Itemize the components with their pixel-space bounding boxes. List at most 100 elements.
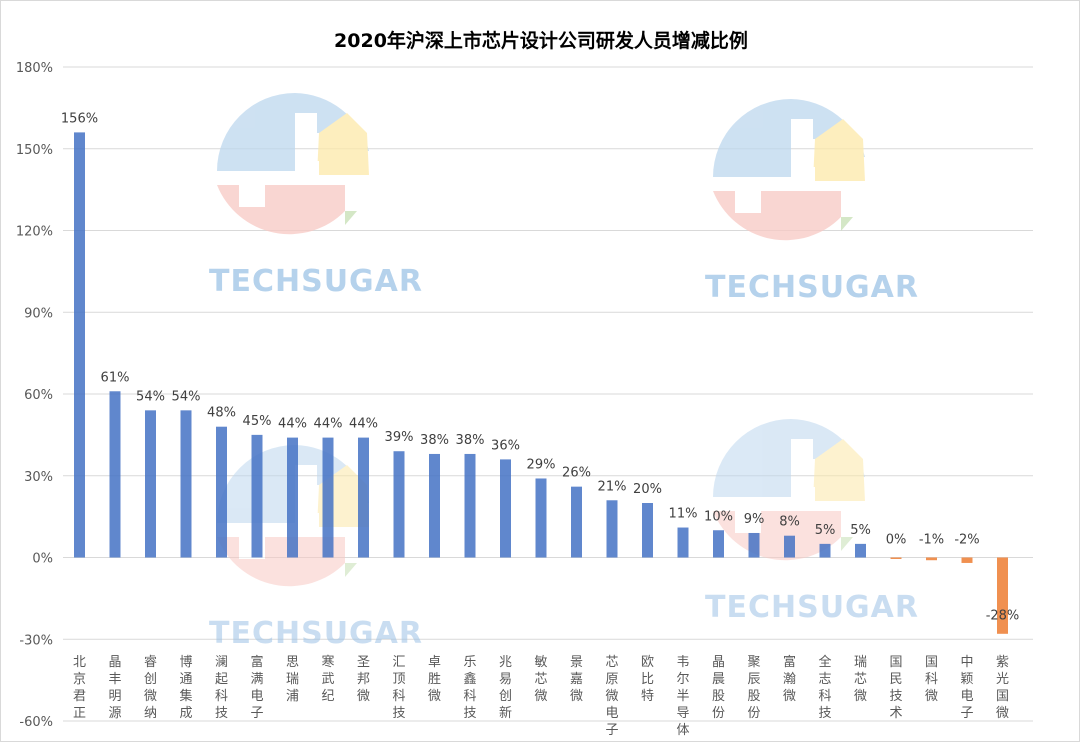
data-label: 0%	[886, 533, 907, 548]
x-category-label: 卓胜微	[428, 655, 441, 704]
bar	[784, 535, 795, 558]
y-tick-label: 150%	[16, 143, 53, 158]
y-tick-label: 180%	[16, 61, 53, 76]
y-tick-label: 90%	[24, 306, 53, 321]
data-label: 48%	[207, 406, 236, 421]
x-category-label: 紫光国微	[996, 655, 1009, 721]
bar	[677, 527, 689, 558]
x-category-label: 思瑞浦	[286, 655, 299, 704]
data-label: 5%	[850, 523, 871, 538]
x-category-label: 汇顶科技	[392, 655, 405, 721]
bar	[180, 410, 192, 558]
data-label: -28%	[986, 609, 1020, 624]
data-label: 45%	[243, 414, 272, 429]
data-label: 20%	[633, 482, 662, 497]
y-tick-label: 60%	[24, 388, 53, 403]
x-category-label: 博通集成	[179, 655, 192, 721]
bar	[74, 132, 85, 558]
bar	[251, 434, 263, 558]
bar	[855, 543, 866, 558]
bar	[109, 391, 121, 558]
bar	[571, 486, 582, 558]
watermark-text: TECHSUGAR	[705, 590, 919, 625]
bar	[819, 543, 831, 558]
x-category-label: 富满电子	[250, 654, 263, 721]
y-tick-label: 120%	[16, 225, 53, 240]
x-category-label: 晶晨股份	[712, 655, 725, 721]
x-category-label: 澜起科技	[215, 655, 228, 721]
data-label: 44%	[278, 417, 307, 432]
bar	[535, 478, 547, 558]
x-axis-category-labels: 北京君正 晶丰明源 睿创微纳 博通集成 澜起科技 富满电子 思瑞浦 寒武纪 圣邦微 汇顶科技 卓胜微…	[73, 654, 1009, 738]
x-category-label: 北京君正	[73, 655, 86, 721]
x-category-label: 圣邦微	[357, 655, 370, 704]
data-label: 38%	[456, 433, 485, 448]
bar	[287, 437, 298, 558]
bar	[961, 557, 973, 563]
bar	[393, 451, 405, 558]
x-category-label: 晶丰明源	[108, 655, 121, 721]
data-label: 10%	[704, 509, 733, 524]
data-label: 38%	[420, 433, 449, 448]
data-label: -2%	[954, 533, 979, 548]
x-category-label: 睿创微纳	[144, 655, 157, 721]
data-label: 5%	[815, 523, 836, 538]
bar	[997, 557, 1008, 634]
data-labels: 156% 61% 54% 54% 48% 45% 44% 44% 44% 39% 38% 38% 36%…	[61, 111, 1019, 623]
y-tick-label: -60%	[19, 715, 53, 730]
data-label: -1%	[919, 533, 944, 548]
techsugar-watermark-logo	[217, 93, 369, 235]
x-category-label: 欧比特	[641, 655, 654, 704]
x-category-label: 富瀚微	[783, 654, 796, 704]
x-category-label: 寒武纪	[321, 654, 334, 704]
watermark-text: TECHSUGAR	[209, 264, 423, 299]
bar	[642, 503, 653, 558]
y-axis-tick-labels: -60% -30% 0% 30% 60% 90% 120% 150% 180%	[16, 61, 53, 730]
y-tick-label: 30%	[24, 470, 53, 485]
data-label: 11%	[669, 507, 698, 522]
bar	[606, 500, 618, 558]
x-category-label: 敏芯微	[534, 655, 547, 704]
x-category-label: 国科微	[925, 655, 938, 704]
data-label: 9%	[744, 512, 765, 527]
techsugar-watermark-logo	[713, 99, 865, 241]
x-category-label: 景嘉微	[570, 655, 583, 704]
bar	[216, 426, 227, 558]
x-category-label: 瑞芯微	[854, 655, 867, 704]
data-label: 29%	[527, 457, 556, 472]
data-label: 36%	[491, 438, 520, 453]
data-label: 54%	[136, 389, 165, 404]
y-tick-label: 0%	[32, 552, 53, 567]
data-label: 156%	[61, 111, 98, 126]
watermark-layer: TECHSUGAR TECHSUGAR TECHSUGAR	[209, 93, 919, 651]
data-label: 26%	[562, 466, 591, 481]
y-tick-label: -30%	[19, 633, 53, 648]
bar	[748, 532, 760, 558]
bar	[322, 437, 334, 558]
bar	[926, 557, 937, 561]
data-label: 54%	[172, 389, 201, 404]
data-label: 39%	[385, 430, 414, 445]
bar	[145, 410, 156, 558]
data-label: 44%	[314, 417, 343, 432]
bar	[890, 557, 902, 559]
bar	[358, 437, 369, 558]
bars	[74, 132, 1008, 634]
data-label: 44%	[349, 417, 378, 432]
bar	[500, 459, 511, 558]
data-label: 61%	[101, 370, 130, 385]
x-category-label: 国民技术	[889, 655, 902, 721]
data-label: 8%	[779, 515, 800, 530]
chart-title: 2020年沪深上市芯片设计公司研发人员增减比例	[334, 29, 748, 52]
x-category-label: 韦尔半导体	[676, 655, 689, 738]
data-label: 21%	[598, 479, 627, 494]
techsugar-watermark-logo	[713, 419, 865, 561]
bar	[429, 453, 440, 558]
watermark-text: TECHSUGAR	[209, 616, 423, 651]
x-category-label: 乐鑫科技	[463, 655, 476, 721]
x-category-label: 全志科技	[818, 654, 831, 721]
x-category-label: 中颖电子	[960, 655, 973, 721]
x-category-label: 兆易创新	[499, 655, 512, 721]
